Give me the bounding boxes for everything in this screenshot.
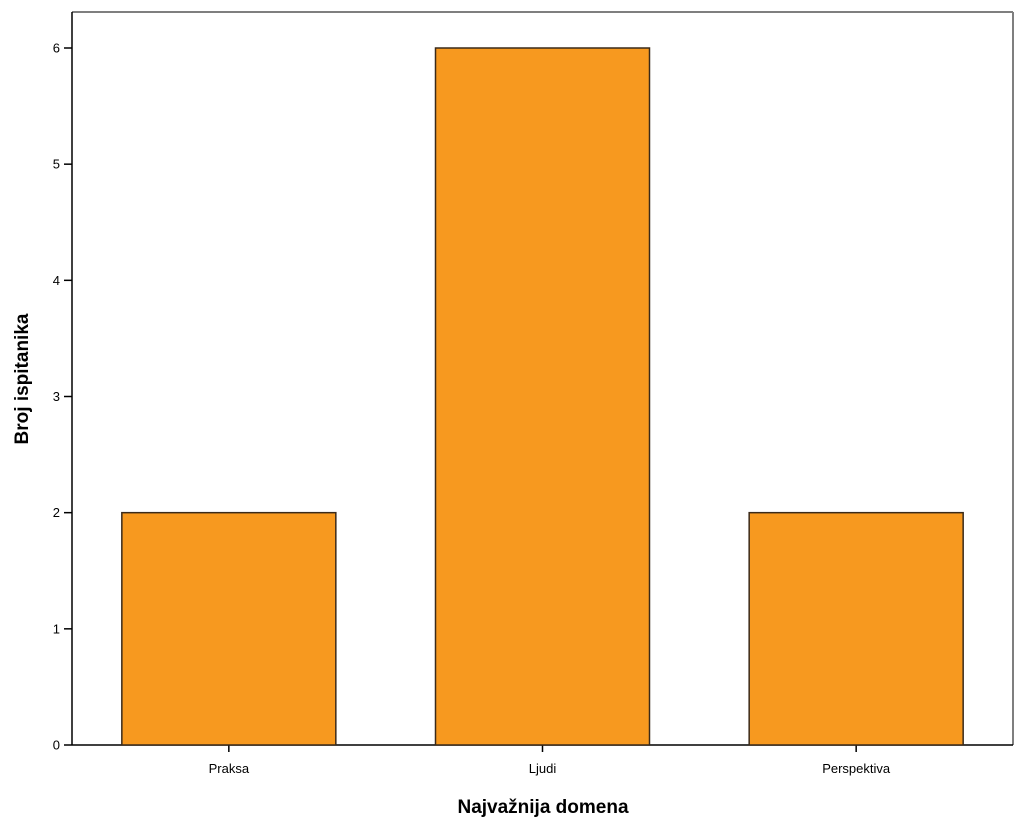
y-axis-title: Broj ispitanika — [12, 313, 33, 444]
x-tick-label-ljudi: Ljudi — [529, 761, 557, 776]
bar-praksa — [121, 511, 337, 746]
y-tick-label: 2 — [53, 505, 60, 520]
y-tick-label: 3 — [53, 389, 60, 404]
x-axis: Praksa Ljudi Perspektiva — [209, 745, 891, 776]
y-tick-label: 6 — [53, 41, 60, 56]
y-tick-label: 0 — [53, 738, 60, 753]
bar-ljudi — [434, 47, 651, 746]
x-tick-label-perspektiva: Perspektiva — [822, 761, 891, 776]
y-tick-label: 5 — [53, 157, 60, 172]
y-tick-label: 4 — [53, 273, 60, 288]
y-axis: 0 1 2 3 4 5 6 — [53, 41, 72, 753]
bars-group — [121, 47, 964, 746]
y-tick-label: 1 — [53, 621, 60, 636]
x-axis-title: Najvažnija domena — [457, 797, 628, 818]
bar-perspektiva — [748, 511, 964, 746]
x-tick-label-praksa: Praksa — [209, 761, 250, 776]
